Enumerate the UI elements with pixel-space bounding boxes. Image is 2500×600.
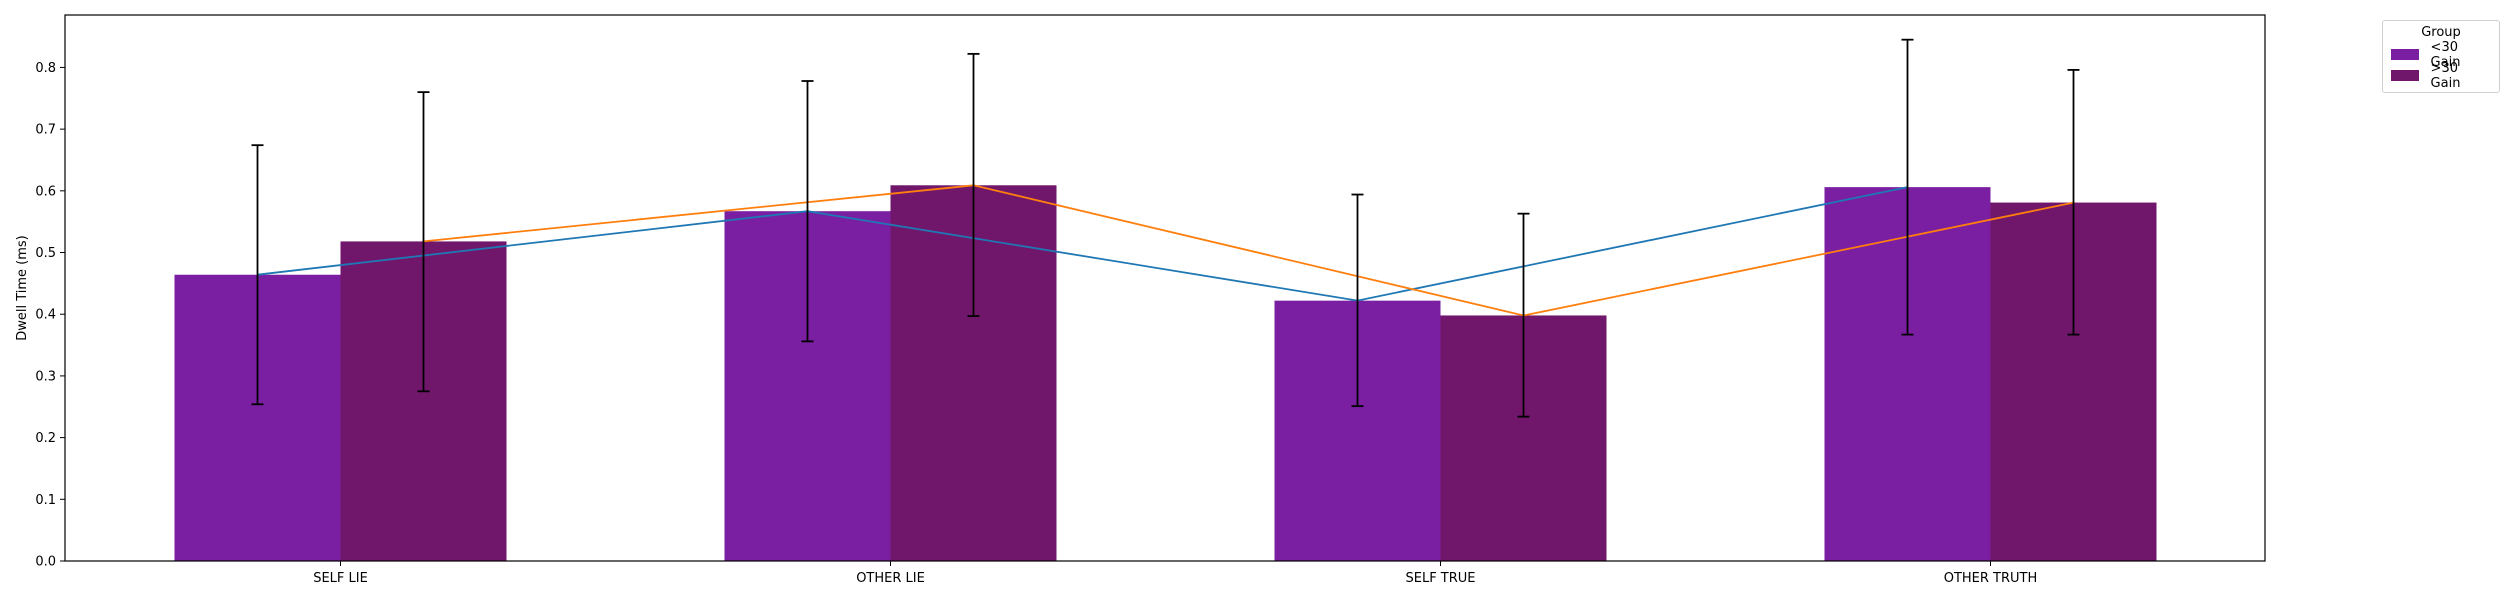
plot-frame (64, 14, 2266, 562)
y-tick-label-2: 0.2 (35, 431, 56, 446)
x-tick-label-1: OTHER LIE (856, 571, 925, 586)
y-tick-label-6: 0.6 (35, 184, 56, 199)
legend-swatch-lt30 (2391, 49, 2419, 60)
trend-line-s1 (423, 184, 2074, 317)
y-tick-label-5: 0.5 (35, 246, 56, 261)
y-axis: 0.0 0.1 0.2 0.3 0.4 0.5 0.6 0.7 0.8 (35, 61, 65, 570)
y-tick-label-0: 0.0 (35, 555, 56, 570)
legend: Group <30 Gain >30 Gain (2382, 20, 2500, 93)
trend-line-s0 (257, 186, 1908, 302)
x-axis: SELF LIE OTHER LIE SELF TRUE OTHER TRUTH (313, 561, 2037, 586)
x-tick-label-0: SELF LIE (313, 571, 368, 586)
y-tick-label-1: 0.1 (35, 493, 56, 508)
bars-layer (174, 185, 2157, 562)
legend-label-lt30: <30 Gain (2430, 39, 2461, 70)
y-axis-label: Dwell Time (ms) (15, 235, 30, 341)
legend-label-gt30: >30 Gain (2430, 60, 2461, 91)
trend-lines-layer (257, 184, 2074, 317)
y-tick-label-8: 0.8 (35, 61, 56, 76)
legend-swatch-gt30 (2391, 70, 2419, 81)
legend-item-lt30: <30 Gain (2391, 40, 2491, 70)
x-tick-label-2: SELF TRUE (1405, 571, 1475, 586)
error-bars-layer (251, 38, 2080, 418)
legend-title: Group (2421, 25, 2461, 40)
y-tick-label-7: 0.7 (35, 123, 56, 138)
y-tick-label-3: 0.3 (35, 369, 56, 384)
legend-item-gt30: >30 Gain (2391, 61, 2491, 91)
x-tick-label-3: OTHER TRUTH (1944, 571, 2038, 586)
y-tick-label-4: 0.4 (35, 308, 56, 323)
